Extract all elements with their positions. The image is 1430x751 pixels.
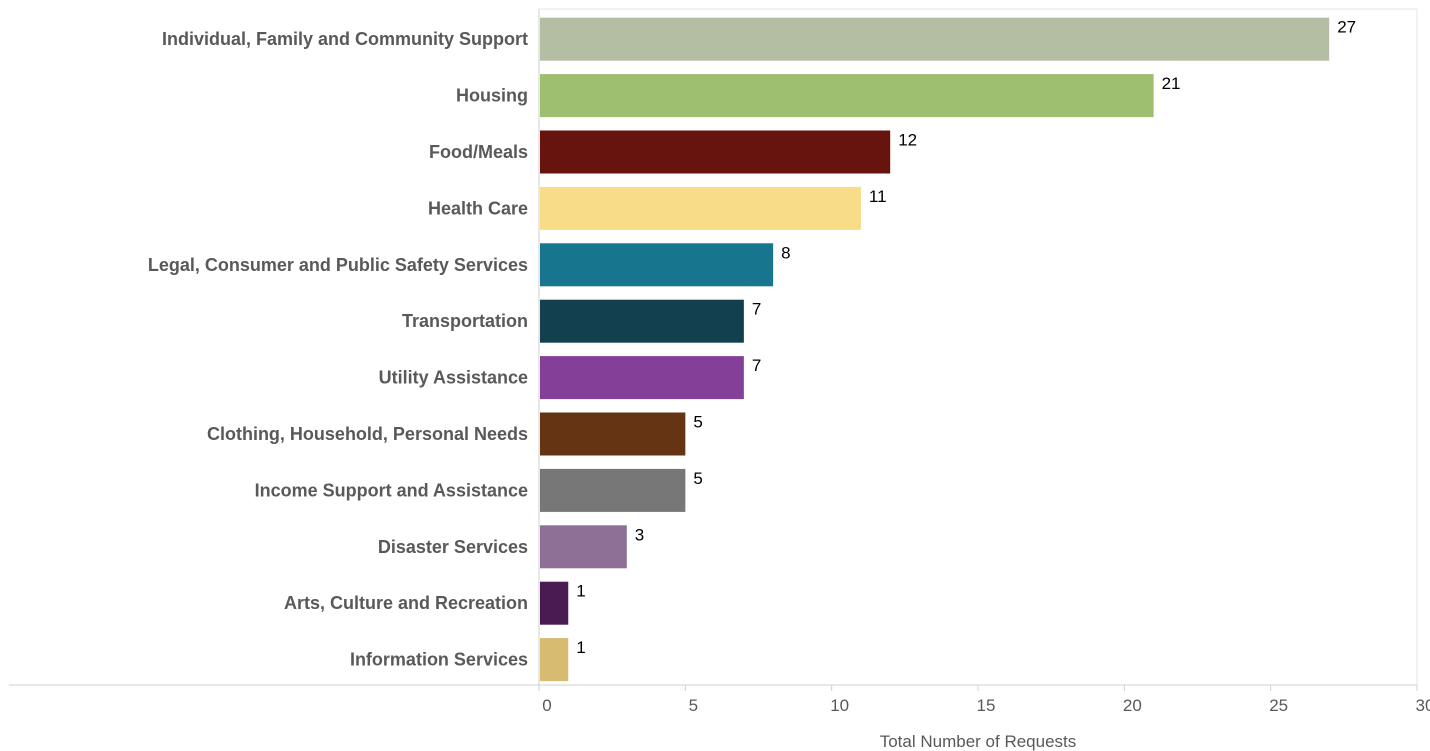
bar	[540, 186, 861, 230]
category-labels-group: Individual, Family and Community Support…	[148, 29, 528, 669]
category-label: Arts, Culture and Recreation	[284, 593, 528, 613]
bar	[540, 581, 569, 625]
x-ticks-group: 0 5 10 15 20 25 30	[538, 685, 1430, 715]
value-label: 1	[576, 638, 585, 657]
bar	[540, 74, 1154, 118]
bar	[540, 243, 774, 287]
value-label: 5	[693, 413, 702, 432]
category-label: Health Care	[428, 198, 528, 218]
x-tick-label: 0	[542, 696, 551, 715]
category-label: Housing	[456, 86, 528, 106]
bar	[540, 299, 744, 343]
category-label: Utility Assistance	[379, 368, 528, 388]
value-label: 7	[752, 300, 761, 319]
value-label: 12	[898, 131, 917, 150]
value-label: 7	[752, 356, 761, 375]
bar	[540, 638, 569, 682]
bar	[540, 356, 744, 400]
category-label: Individual, Family and Community Support	[162, 29, 528, 49]
x-tick-label: 20	[1123, 696, 1142, 715]
value-label: 1	[576, 582, 585, 601]
x-tick-label: 10	[830, 696, 849, 715]
value-label: 27	[1337, 18, 1356, 37]
bar	[540, 468, 686, 512]
bar	[540, 17, 1330, 61]
category-label: Disaster Services	[378, 537, 528, 557]
value-label: 11	[869, 187, 887, 206]
category-label: Clothing, Household, Personal Needs	[207, 424, 528, 444]
category-label: Transportation	[402, 311, 528, 331]
x-tick-label: 30	[1416, 696, 1430, 715]
x-axis-title: Total Number of Requests	[880, 732, 1077, 751]
category-label: Food/Meals	[429, 142, 528, 162]
bar	[540, 130, 891, 174]
bar	[540, 412, 686, 456]
bars-group	[540, 17, 1330, 682]
category-label: Income Support and Assistance	[255, 480, 528, 500]
bar	[540, 525, 627, 569]
x-tick-label: 25	[1269, 696, 1288, 715]
x-tick-label: 15	[977, 696, 996, 715]
value-label: 21	[1162, 74, 1181, 93]
category-label: Information Services	[350, 650, 528, 670]
value-label: 8	[781, 243, 790, 262]
value-label: 3	[635, 525, 644, 544]
x-tick-label: 5	[689, 696, 698, 715]
value-label: 5	[693, 469, 702, 488]
category-label: Legal, Consumer and Public Safety Servic…	[148, 255, 528, 275]
